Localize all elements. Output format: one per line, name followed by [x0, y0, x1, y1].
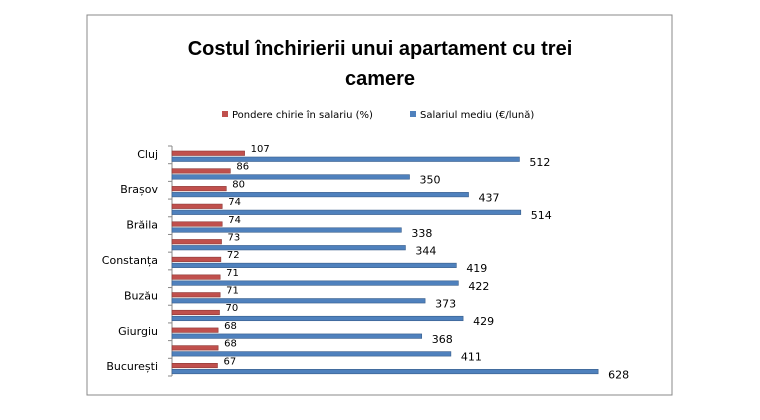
value-label: 514 — [531, 209, 552, 222]
bar — [171, 221, 223, 227]
bar — [171, 174, 410, 180]
bar — [171, 369, 599, 375]
value-label: 338 — [411, 227, 432, 240]
y-tick-label: Giurgiu — [118, 325, 158, 338]
bar — [171, 345, 219, 351]
value-label: 344 — [415, 244, 436, 257]
bar — [171, 150, 245, 156]
y-tick-label: Constanța — [102, 254, 158, 267]
value-label: 422 — [468, 280, 489, 293]
value-label: 74 — [228, 215, 241, 226]
value-label: 86 — [236, 162, 249, 173]
legend-label: Pondere chirie în salariu (%) — [232, 109, 373, 121]
legend-label: Salariul mediu (€/lună) — [420, 110, 534, 121]
bar — [171, 274, 221, 280]
legend-swatch — [222, 111, 228, 117]
value-label: 419 — [466, 262, 487, 275]
value-label: 350 — [420, 174, 441, 187]
bar — [171, 262, 457, 268]
bar — [171, 315, 464, 322]
value-label: 628 — [608, 368, 629, 381]
value-label: 107 — [251, 144, 270, 155]
bar — [171, 209, 522, 215]
bar — [171, 351, 452, 357]
bar — [171, 227, 402, 233]
value-label: 71 — [226, 286, 239, 297]
value-label: 70 — [226, 303, 239, 314]
value-label: 71 — [226, 268, 239, 279]
bar — [171, 186, 227, 192]
bar — [171, 327, 219, 333]
y-tick-label: Brașov — [120, 183, 158, 196]
chart-title: Costul închirierii unui apartament cu tr… — [187, 38, 573, 90]
bar — [171, 203, 223, 209]
value-label: 411 — [461, 351, 482, 364]
bar — [171, 292, 221, 298]
y-tick-label: București — [106, 360, 158, 373]
value-label: 67 — [223, 356, 236, 367]
value-label: 68 — [224, 321, 237, 332]
bar — [171, 168, 231, 174]
bar — [171, 298, 426, 304]
bar — [171, 309, 220, 316]
y-tick-label: Buzău — [124, 289, 158, 302]
value-label: 512 — [529, 156, 550, 169]
value-label: 74 — [228, 197, 241, 208]
value-label: 373 — [435, 298, 456, 311]
value-label: 72 — [227, 250, 240, 261]
y-tick-label: Cluj — [137, 148, 158, 161]
value-label: 80 — [232, 179, 245, 190]
y-tick-label: Brăila — [126, 219, 158, 232]
bar — [171, 333, 423, 339]
bar — [171, 192, 469, 198]
value-label: 68 — [224, 339, 237, 350]
bar — [171, 156, 520, 162]
value-label: 437 — [479, 191, 500, 204]
bar — [171, 239, 222, 245]
value-label: 73 — [228, 232, 241, 243]
bar — [171, 363, 218, 369]
legend-swatch — [410, 111, 416, 117]
bar — [171, 256, 222, 262]
bar — [171, 245, 406, 251]
bar — [171, 280, 459, 286]
value-label: 429 — [473, 315, 494, 328]
value-label: 368 — [432, 333, 453, 346]
